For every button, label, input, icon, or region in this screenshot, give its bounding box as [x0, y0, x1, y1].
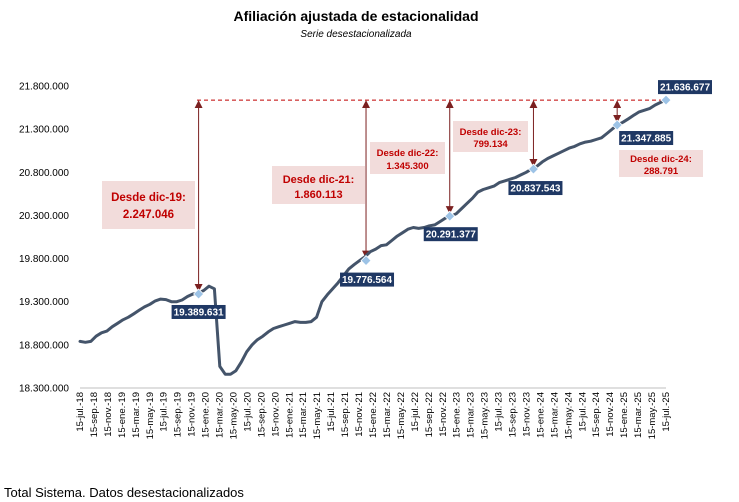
- x-tick-label: 15-ene.-22: [368, 392, 379, 438]
- x-tick-label: 15-nov.-22: [438, 392, 449, 437]
- annotation-value: 1.860.113: [294, 189, 342, 201]
- x-tick-label: 15-mar.-24: [549, 392, 560, 438]
- arrows-group: [194, 100, 622, 292]
- annotation-box: [453, 121, 528, 152]
- x-tick-label: 15-mar.-19: [131, 392, 142, 438]
- series-line: [78, 98, 668, 376]
- annotation-box: [619, 150, 703, 177]
- y-tick-label: 20.300.000: [19, 211, 69, 222]
- value-label-box: [658, 80, 712, 95]
- series-group: [78, 98, 668, 376]
- x-tick-label: 15-ene.-20: [201, 392, 212, 438]
- y-tick-label: 20.800.000: [19, 168, 69, 179]
- x-tick-label: 15-jul.-22: [410, 392, 421, 432]
- y-axis: 18.300.000 18.800.000 19.300.000 19.800.000…: [19, 82, 69, 395]
- x-tick-label: 15-jul.-19: [159, 392, 170, 432]
- x-tick-label: 15-nov.-20: [270, 392, 281, 437]
- x-tick-label: 15-nov.-21: [354, 392, 365, 437]
- annotations-group: Desde dic-19: 2.247.046 Desde dic-21: 1.860…: [102, 121, 703, 229]
- x-tick-label: 15-ene.-19: [117, 392, 128, 438]
- value-label-box: [619, 131, 674, 146]
- x-tick-label: 15-nov.-24: [605, 392, 616, 437]
- annotation-title: Desde dic-23:: [460, 127, 522, 138]
- x-tick-label: 15-sep.-21: [340, 392, 351, 437]
- chart-title: Afiliación ajustada de estacionalidad: [233, 8, 478, 24]
- x-tick-label: 15-nov.-18: [103, 392, 114, 437]
- x-tick-label: 15-ene.-25: [619, 392, 630, 438]
- annotation-title: Desde dic-24:: [630, 154, 692, 165]
- y-tick-label: 21.300.000: [19, 125, 69, 136]
- value-label-box: [340, 272, 395, 287]
- y-tick-label: 19.800.000: [19, 254, 69, 265]
- annotation-title: Desde dic-21:: [283, 174, 355, 186]
- annotation-title: Desde dic-19:: [111, 192, 186, 204]
- annotation-value: 799.134: [473, 139, 508, 150]
- data-marker: [611, 119, 623, 131]
- footnote: Total Sistema. Datos desestacionalizados: [4, 485, 244, 500]
- x-axis: 15-jul.-18 15-sep.-18 15-nov.-18 15-ene.-19…: [75, 387, 672, 439]
- x-tick-label: 15-mar.-22: [382, 392, 393, 438]
- x-tick-label: 15-jul.-21: [326, 392, 337, 432]
- markers-group: 19.389.631 19.776.564 20.291.377 20.837.543…: [171, 80, 712, 319]
- x-tick-label: 15-sep.-23: [508, 392, 519, 437]
- x-tick-label: 15-jul.-18: [75, 392, 86, 432]
- x-tick-label: 15-may.-22: [396, 392, 407, 439]
- x-tick-label: 15-jul.-24: [577, 392, 588, 432]
- annotation-title: Desde dic-22:: [377, 148, 439, 159]
- y-tick-label: 18.300.000: [19, 384, 69, 395]
- chart-subtitle: Serie desestacionalizada: [300, 29, 412, 40]
- x-tick-label: 15-mar.-23: [466, 392, 477, 438]
- x-tick-label: 15-may.-21: [312, 392, 323, 439]
- y-tick-label: 19.300.000: [19, 297, 69, 308]
- x-tick-label: 15-jul.-23: [494, 392, 505, 432]
- x-tick-label: 15-may.-19: [145, 392, 156, 439]
- x-tick-label: 15-mar.-21: [298, 392, 309, 438]
- x-tick-label: 15-may.-24: [563, 392, 574, 439]
- annotation-box: [102, 181, 195, 229]
- x-tick-label: 15-may.-25: [647, 392, 658, 439]
- y-tick-label: 21.800.000: [19, 82, 69, 93]
- value-label: 19.776.564: [342, 275, 392, 286]
- value-label-box: [423, 227, 478, 242]
- value-label: 21.347.885: [621, 134, 671, 145]
- x-tick-label: 15-ene.-21: [284, 392, 295, 438]
- value-label: 19.389.631: [174, 307, 224, 318]
- value-label: 21.636.677: [660, 83, 710, 94]
- x-tick-label: 15-jul.-20: [242, 392, 253, 432]
- x-tick-label: 15-nov.-23: [521, 392, 532, 437]
- x-tick-label: 15-sep.-22: [424, 392, 435, 437]
- value-label: 20.837.543: [510, 184, 560, 195]
- annotation-value: 1.345.300: [386, 161, 428, 172]
- x-tick-label: 15-jul.-25: [661, 392, 672, 432]
- x-tick-label: 15-nov.-19: [187, 392, 198, 437]
- annotation-box: [272, 166, 365, 204]
- x-tick-label: 15-mar.-25: [633, 392, 644, 438]
- y-tick-label: 18.800.000: [19, 340, 69, 351]
- x-tick-label: 15-ene.-23: [452, 392, 463, 438]
- data-marker: [444, 210, 456, 222]
- x-tick-label: 15-sep.-24: [591, 392, 602, 437]
- value-label-box: [508, 181, 563, 196]
- data-marker: [660, 94, 672, 106]
- annotation-box: [370, 142, 445, 174]
- x-tick-label: 15-may.-20: [228, 392, 239, 439]
- annotation-value: 2.247.046: [123, 209, 174, 221]
- data-marker: [360, 255, 372, 267]
- data-marker: [527, 163, 540, 175]
- value-label: 20.291.377: [426, 230, 476, 241]
- x-tick-label: 15-may.-23: [480, 392, 491, 439]
- value-label-box: [171, 304, 226, 319]
- annotation-value: 288.791: [644, 166, 679, 177]
- x-tick-label: 15-sep.-18: [89, 392, 100, 437]
- x-tick-label: 15-sep.-19: [173, 392, 184, 437]
- data-marker: [193, 288, 205, 300]
- x-tick-label: 15-ene.-24: [535, 392, 546, 438]
- x-tick-label: 15-sep.-20: [256, 392, 267, 437]
- x-tick-label: 15-mar.-20: [215, 392, 226, 438]
